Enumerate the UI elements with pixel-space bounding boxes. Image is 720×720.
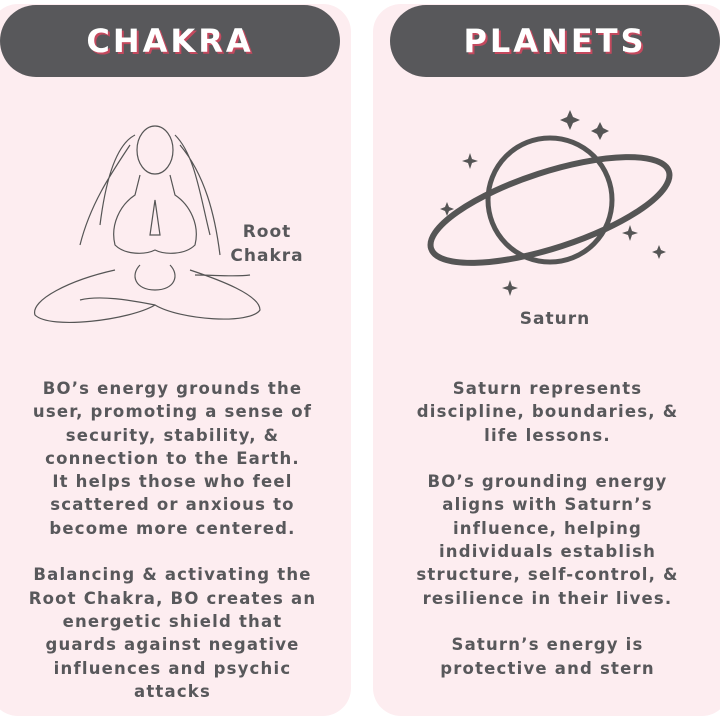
- text-line: [375, 610, 720, 633]
- text-line: user, promoting a sense of: [32, 402, 313, 422]
- star-icons: [440, 110, 666, 296]
- text-line: guards against negative: [45, 635, 300, 655]
- text-line: Root Chakra, BO creates an: [28, 588, 317, 608]
- chakra-description: BO’s energy grounds the user, promoting a…: [0, 377, 345, 703]
- text-line: [0, 540, 345, 563]
- text-line: individuals establish: [438, 542, 657, 562]
- text-line: influence, helping: [452, 518, 643, 538]
- text-line: energetic shield that: [62, 611, 283, 631]
- planets-description: Saturn represents discipline, boundaries,…: [375, 377, 720, 680]
- text-line: resilience in their lives.: [422, 588, 673, 608]
- chakra-title: CHAKRA: [86, 22, 254, 60]
- text-line: security, stability, &: [65, 425, 280, 445]
- meditating-woman-illustration: [34, 125, 261, 324]
- text-line: structure, self-control, &: [416, 565, 679, 585]
- planets-panel: [373, 4, 720, 716]
- text-line: BO’s energy grounds the: [42, 379, 303, 398]
- planets-title: PLANETS: [463, 22, 647, 60]
- text-line: [375, 447, 720, 470]
- text-line: scattered or anxious to: [50, 495, 295, 515]
- chakra-panel: [0, 4, 351, 716]
- saturn-caption: Saturn: [519, 309, 591, 329]
- caption-line: Chakra: [230, 246, 304, 266]
- text-line: connection to the Earth.: [45, 448, 300, 468]
- text-line: aligns with Saturn’s: [442, 495, 653, 515]
- text-line: Saturn’s energy is: [451, 635, 644, 655]
- text-line: discipline, boundaries, &: [416, 402, 679, 422]
- text-line: attacks: [133, 681, 212, 701]
- saturn-illustration: [427, 110, 673, 296]
- text-line: influences and psychic: [53, 658, 292, 678]
- text-line: protective and stern: [440, 658, 655, 678]
- text-line: It helps those who feel: [52, 472, 293, 492]
- chakra-header: CHAKRA: [0, 5, 340, 77]
- chakra-caption: Root Chakra: [222, 220, 312, 268]
- text-line: life lessons.: [484, 425, 611, 445]
- text-line: Saturn represents: [452, 379, 643, 398]
- text-line: Balancing & activating the: [33, 565, 312, 585]
- planets-header: PLANETS: [390, 5, 720, 77]
- caption-line: Root: [242, 222, 292, 242]
- text-line: BO’s grounding energy: [427, 472, 668, 492]
- text-line: become more centered.: [49, 518, 296, 538]
